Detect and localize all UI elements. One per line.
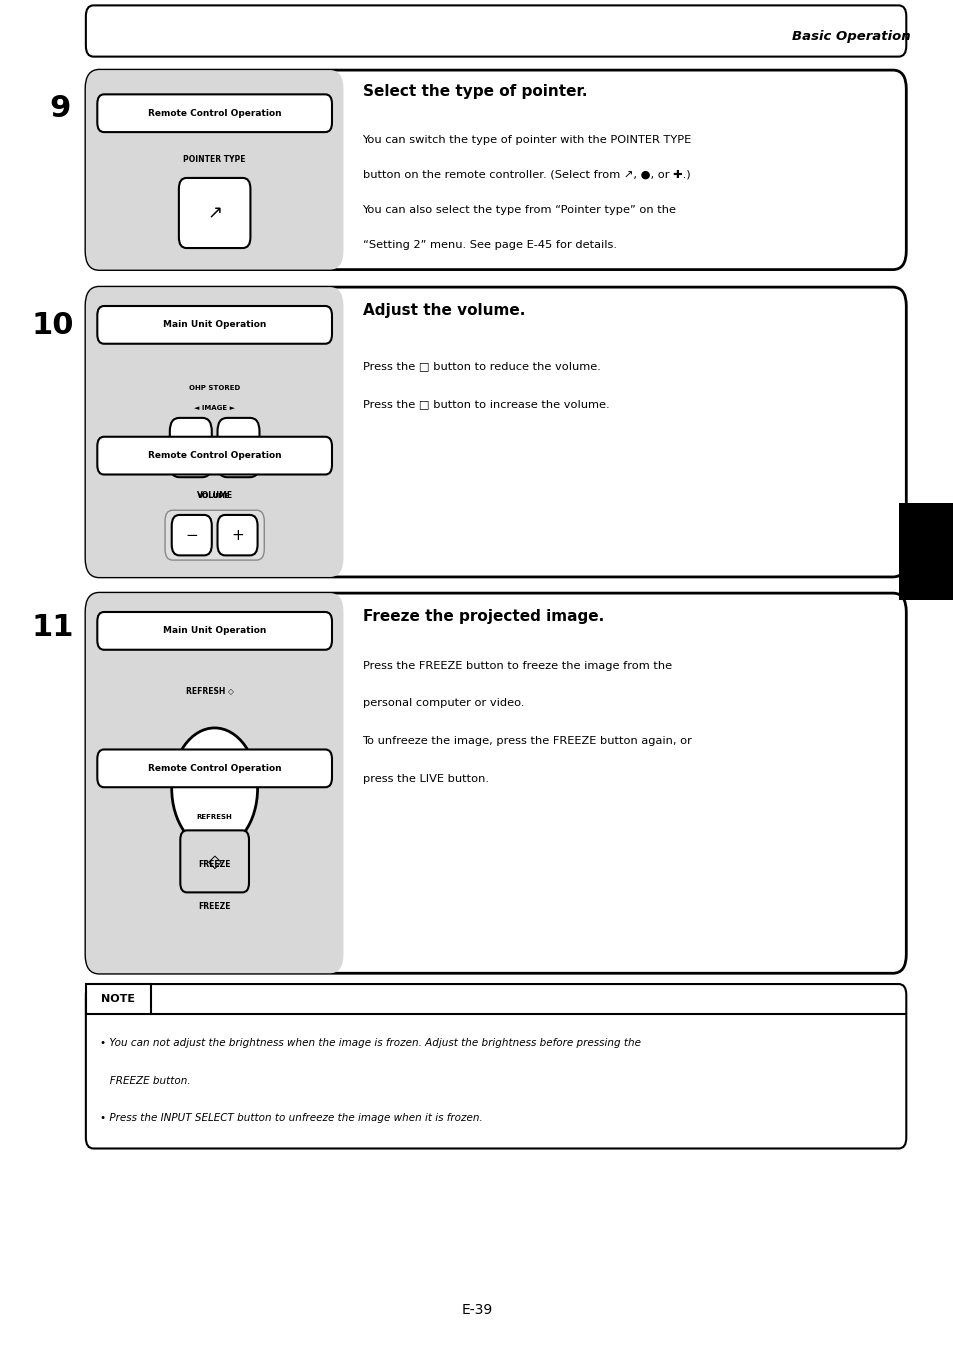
- Text: ↗: ↗: [207, 204, 222, 222]
- Text: Main Unit Operation: Main Unit Operation: [163, 627, 266, 635]
- Text: Freeze the projected image.: Freeze the projected image.: [362, 609, 603, 624]
- Text: 10: 10: [31, 311, 73, 341]
- FancyBboxPatch shape: [97, 612, 332, 650]
- Circle shape: [172, 728, 257, 849]
- Text: press the LIVE button.: press the LIVE button.: [362, 774, 488, 783]
- Text: 11: 11: [31, 613, 73, 643]
- FancyBboxPatch shape: [86, 287, 343, 577]
- FancyBboxPatch shape: [172, 515, 212, 555]
- Text: Press the □ button to increase the volume.: Press the □ button to increase the volum…: [362, 399, 609, 408]
- Text: • You can not adjust the brightness when the image is frozen. Adjust the brightn: • You can not adjust the brightness when…: [100, 1038, 640, 1047]
- Text: Basic Operation: Basic Operation: [792, 30, 910, 43]
- Text: Press the FREEZE button to freeze the image from the: Press the FREEZE button to freeze the im…: [362, 661, 671, 670]
- Text: FREEZE button.: FREEZE button.: [100, 1076, 191, 1085]
- FancyBboxPatch shape: [178, 178, 250, 248]
- FancyBboxPatch shape: [86, 5, 905, 57]
- Text: You can switch the type of pointer with the POINTER TYPE: You can switch the type of pointer with …: [362, 135, 691, 144]
- Text: REFRESH ◇: REFRESH ◇: [186, 686, 233, 694]
- FancyBboxPatch shape: [86, 984, 905, 1148]
- Text: ◇: ◇: [208, 852, 221, 871]
- FancyBboxPatch shape: [86, 593, 905, 973]
- Text: REFRESH: REFRESH: [196, 814, 233, 820]
- FancyBboxPatch shape: [217, 418, 259, 477]
- Text: Press the □ button to reduce the volume.: Press the □ button to reduce the volume.: [362, 361, 599, 371]
- Text: OHP STORED: OHP STORED: [189, 386, 240, 391]
- FancyBboxPatch shape: [97, 749, 332, 787]
- Text: +: +: [231, 527, 244, 543]
- Text: You can also select the type from “Pointer type” on the: You can also select the type from “Point…: [362, 205, 676, 214]
- FancyBboxPatch shape: [86, 70, 343, 270]
- FancyBboxPatch shape: [86, 70, 905, 270]
- FancyBboxPatch shape: [97, 94, 332, 132]
- FancyBboxPatch shape: [165, 510, 264, 561]
- Text: “Setting 2” menu. See page E-45 for details.: “Setting 2” menu. See page E-45 for deta…: [362, 240, 616, 249]
- Text: E-39: E-39: [461, 1304, 492, 1317]
- Text: FREEZE: FREEZE: [198, 902, 231, 911]
- Text: Remote Control Operation: Remote Control Operation: [148, 109, 281, 117]
- Text: FREEZE: FREEZE: [198, 860, 231, 869]
- Text: POINTER TYPE: POINTER TYPE: [183, 155, 246, 163]
- Text: Remote Control Operation: Remote Control Operation: [148, 452, 281, 460]
- Text: NOTE: NOTE: [101, 993, 135, 1004]
- Text: VOLUME: VOLUME: [198, 493, 231, 499]
- Text: −: −: [185, 527, 198, 543]
- FancyBboxPatch shape: [180, 830, 249, 892]
- Text: button on the remote controller. (Select from ↗, ●, or ✚.): button on the remote controller. (Select…: [362, 170, 689, 179]
- FancyBboxPatch shape: [86, 593, 343, 973]
- Text: Main Unit Operation: Main Unit Operation: [163, 321, 266, 329]
- Text: Select the type of pointer.: Select the type of pointer.: [362, 84, 586, 98]
- FancyBboxPatch shape: [170, 418, 212, 477]
- FancyBboxPatch shape: [217, 515, 257, 555]
- Text: Remote Control Operation: Remote Control Operation: [148, 764, 281, 772]
- Text: To unfreeze the image, press the FREEZE button again, or: To unfreeze the image, press the FREEZE …: [362, 736, 692, 745]
- Text: VOLUME: VOLUME: [196, 491, 233, 500]
- Text: • Press the INPUT SELECT button to unfreeze the image when it is frozen.: • Press the INPUT SELECT button to unfre…: [100, 1113, 482, 1123]
- Bar: [898, 503, 953, 600]
- Text: personal computer or video.: personal computer or video.: [362, 698, 523, 708]
- Text: ◄ IMAGE ►: ◄ IMAGE ►: [194, 406, 234, 411]
- Text: Adjust the volume.: Adjust the volume.: [362, 303, 524, 318]
- Text: 9: 9: [50, 94, 71, 124]
- FancyBboxPatch shape: [97, 306, 332, 344]
- FancyBboxPatch shape: [86, 287, 905, 577]
- Bar: [86, 984, 151, 1014]
- FancyBboxPatch shape: [97, 437, 332, 474]
